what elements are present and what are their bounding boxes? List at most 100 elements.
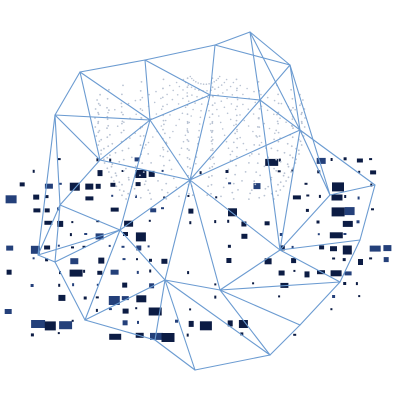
sphere-dot [122,169,125,172]
sphere-dot [100,149,103,152]
sphere-dot [189,167,192,170]
data-block [344,195,347,198]
spoke-dot [159,155,162,157]
data-block [331,194,343,201]
data-block [163,196,166,199]
data-block [98,257,105,264]
data-block [227,244,231,248]
sphere-dot [235,78,238,81]
sphere-dot [231,150,234,153]
data-block [253,183,261,190]
sphere-dot [255,135,258,137]
data-block [44,220,53,225]
data-block [5,195,17,204]
sphere-dot [186,86,189,89]
spoke-dot [178,85,181,88]
data-block [241,233,248,239]
spoke-dot [229,85,232,88]
spoke-dot [172,130,174,133]
spoke-dot [147,141,150,144]
sphere-dot [96,99,98,101]
sphere-dot [130,156,133,159]
data-block [4,309,12,314]
wire-edge [119,119,151,231]
data-block [95,296,99,299]
data-block [122,258,126,261]
spoke-dot [247,125,250,127]
spoke-dot [225,78,228,81]
sphere-dot [188,192,190,195]
sphere-dot [206,194,209,197]
spoke-dot [229,153,232,156]
sphere-dot [162,155,165,158]
spoke-dot [210,136,213,138]
data-block [175,319,178,323]
data-block [343,233,347,235]
sphere-dot [162,78,165,81]
data-block [238,320,248,328]
sphere-dot [209,158,212,161]
sphere-dot [241,180,243,182]
dotted-inner-sphere [94,75,306,201]
data-block [330,270,342,277]
wire-edge [299,129,331,196]
data-block [264,221,270,226]
sphere-dot [292,106,294,109]
sphere-dot [253,180,256,183]
sphere-dot [258,135,261,138]
sphere-dot [264,187,267,190]
data-block [330,308,333,311]
sphere-dot [162,105,164,108]
spoke-dot [123,121,125,123]
spoke-dot [213,162,215,165]
data-block [330,158,333,161]
spoke-dot [182,140,185,143]
sphere-dot [263,194,266,197]
sphere-dot [98,129,101,132]
wire-edge [149,119,191,181]
data-block [370,170,377,175]
spoke-dot [168,84,171,87]
sphere-dot [100,138,103,141]
spoke-dot [134,99,137,102]
spoke-dot [116,125,119,127]
data-block [278,295,281,298]
sphere-dot [108,171,110,173]
sphere-dot [122,129,125,132]
wire-edge [219,289,271,356]
sphere-dot [186,120,189,123]
spoke-dot [191,94,193,96]
sphere-dot [175,186,178,189]
data-block [292,195,301,200]
data-block [122,282,128,288]
wire-edge [54,71,81,116]
sphere-dot [211,138,214,141]
spoke-dot [245,148,248,151]
sphere-dot [106,97,109,100]
data-block [316,220,320,224]
sphere-dot [300,120,303,123]
wire-edge [189,129,301,181]
wire-edge [144,59,211,96]
sphere-dot [186,122,189,125]
wire-edge [79,59,146,73]
sphere-dot [142,171,145,174]
spoke-dot [195,156,198,158]
spoke-dot [273,113,275,116]
data-block [161,333,175,342]
sphere-dot [99,93,101,96]
sphere-dot [211,174,213,177]
data-block [318,194,321,198]
spoke-dot [148,93,150,96]
sphere-dot [222,186,225,189]
spoke-dot [213,81,215,83]
data-block [264,258,272,265]
sphere-dot [97,111,99,114]
spoke-dot [216,108,218,111]
sphere-dot [277,93,279,96]
spoke-dot [236,130,238,133]
data-block [306,194,310,197]
sphere-dot [125,167,127,170]
sphere-dot [289,154,291,157]
sphere-dot [225,177,228,180]
